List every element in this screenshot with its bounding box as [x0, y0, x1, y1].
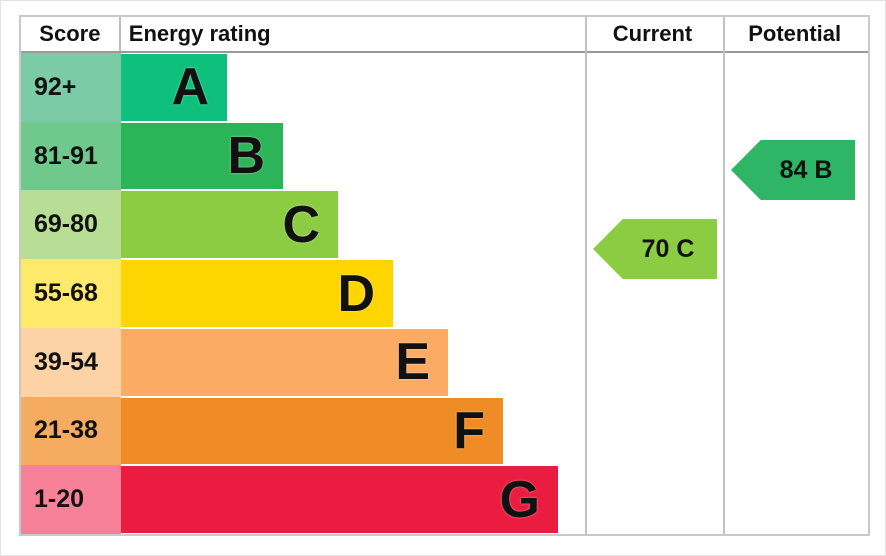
band-row-f: 21-38 F	[21, 396, 868, 466]
band-letter-a: A	[171, 58, 209, 117]
epc-table: Score Energy rating Current Potential 92…	[19, 15, 870, 536]
band-row-b: 81-91 B	[21, 121, 868, 191]
band-row-g: 1-20 G	[21, 465, 868, 535]
score-range-a: 92+	[21, 53, 121, 122]
potential-rating-label: 84 B	[779, 155, 833, 184]
potential-column-divider	[723, 17, 725, 534]
current-column-divider	[585, 17, 587, 534]
rating-bar-f: F	[121, 397, 503, 465]
score-range-e: 39-54	[21, 327, 121, 397]
current-rating-arrow: 70 C	[593, 219, 717, 279]
band-row-d: 55-68 D	[21, 259, 868, 328]
rating-bar-g: G	[121, 466, 558, 534]
rating-bar-b: B	[121, 122, 283, 190]
band-letter-e: E	[395, 333, 430, 392]
table-header: Score Energy rating Current Potential	[21, 17, 868, 53]
band-row-e: 39-54 E	[21, 327, 868, 397]
score-range-c: 69-80	[21, 190, 121, 260]
band-rows: 92+ A 81-91 B 69-80 C 55-68 D 39-54 E 21…	[21, 53, 868, 535]
rating-bar-e: E	[121, 328, 448, 396]
band-letter-f: F	[453, 401, 485, 460]
score-range-g: 1-20	[21, 465, 121, 535]
current-rating-label: 70 C	[641, 234, 695, 263]
band-row-a: 92+ A	[21, 53, 868, 122]
band-letter-g: G	[499, 470, 540, 529]
band-row-c: 69-80 C	[21, 190, 868, 260]
score-column-header: Score	[21, 17, 121, 51]
potential-rating-arrow: 84 B	[731, 140, 855, 200]
band-letter-c: C	[282, 195, 320, 254]
rating-bar-c: C	[121, 191, 338, 259]
current-column-header: Current	[612, 21, 693, 46]
band-letter-d: D	[337, 264, 375, 323]
rating-bar-a: A	[121, 54, 227, 121]
band-letter-b: B	[227, 127, 265, 186]
score-range-f: 21-38	[21, 396, 121, 466]
score-range-b: 81-91	[21, 121, 121, 191]
potential-column-header: Potential	[748, 21, 842, 46]
rating-bar-d: D	[121, 260, 393, 327]
energy-rating-column-header: Energy rating	[128, 21, 271, 46]
score-range-d: 55-68	[21, 259, 121, 328]
